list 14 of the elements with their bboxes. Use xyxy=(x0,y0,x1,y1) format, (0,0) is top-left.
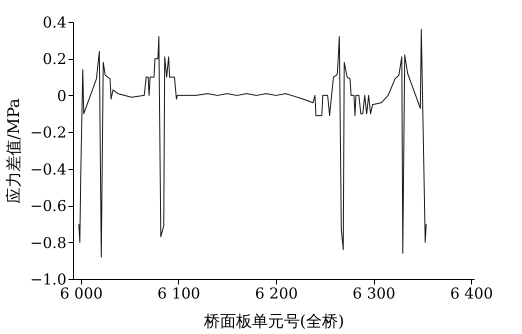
x-tick-label: 6 300 xyxy=(352,284,396,302)
y-axis-title: 应力差值/MPa xyxy=(4,98,24,204)
y-tick-label: 0.2 xyxy=(42,50,66,68)
x-tick-label: 6 100 xyxy=(157,284,200,302)
y-tick-label: 0 xyxy=(56,86,66,105)
x-axis-title: 桥面板单元号(全桥) xyxy=(202,312,344,330)
x-tick-label: 6 200 xyxy=(254,284,298,302)
y-tick-label: −0.2 xyxy=(30,124,66,142)
y-tick-label: −0.8 xyxy=(30,234,66,252)
y-tick-label: 0.4 xyxy=(42,14,66,32)
y-tick-label: −0.6 xyxy=(30,197,66,216)
y-tick-label: −0.4 xyxy=(30,160,66,178)
line-series xyxy=(78,28,427,258)
x-tick-label: 6 400 xyxy=(450,284,494,302)
